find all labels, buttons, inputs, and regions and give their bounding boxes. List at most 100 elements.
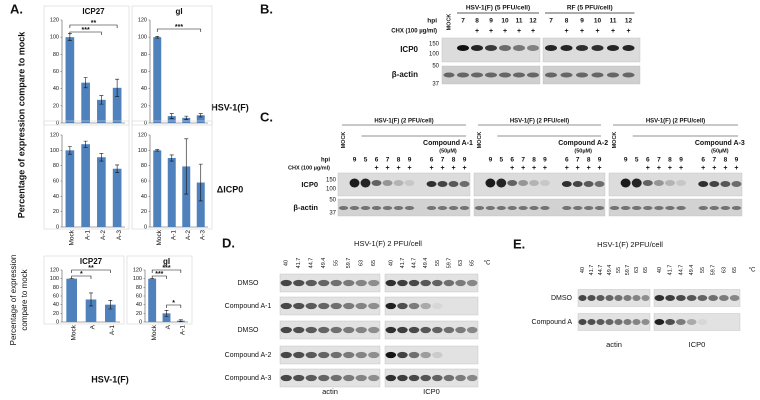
bar bbox=[65, 150, 75, 227]
group-header: HSV-1(F) (2 PFU/cell) bbox=[646, 119, 705, 125]
blot-band bbox=[471, 45, 483, 51]
temperature-label: 40 bbox=[284, 260, 290, 266]
blot-band bbox=[420, 279, 431, 287]
y-tick-label: 0 bbox=[139, 319, 142, 325]
temperature-label: 59.7 bbox=[346, 258, 352, 269]
marker-label: 37 bbox=[329, 211, 336, 217]
blot-band bbox=[443, 374, 455, 382]
blot-band bbox=[698, 206, 708, 210]
lane-label: 12 bbox=[529, 18, 537, 25]
y-tick-label: 0 bbox=[56, 224, 59, 230]
y-tick-label: 100 bbox=[50, 148, 59, 154]
blot-band bbox=[731, 181, 742, 187]
bar bbox=[85, 299, 97, 322]
y-tick-label: 20 bbox=[53, 311, 59, 317]
blot-band bbox=[371, 206, 382, 210]
lane-label: + bbox=[626, 28, 630, 35]
blot-membrane bbox=[473, 172, 606, 197]
lane-label: 8 bbox=[475, 18, 479, 25]
x-tick-label: A-1 bbox=[170, 230, 177, 241]
marker-label: 150 bbox=[429, 42, 440, 48]
lane-label: 11 bbox=[610, 18, 617, 25]
lane-label: + bbox=[712, 165, 716, 172]
blot-band bbox=[408, 302, 420, 310]
temperature-label: 65 bbox=[470, 260, 476, 266]
blot-band bbox=[437, 206, 448, 210]
blot-band bbox=[280, 374, 292, 382]
bar bbox=[153, 150, 162, 227]
compound-label: Compound A-2 bbox=[558, 140, 608, 147]
lane-label: 12 bbox=[625, 18, 633, 25]
blot-band bbox=[513, 72, 525, 78]
blot-membrane bbox=[384, 368, 479, 388]
lane-label: 7 bbox=[521, 157, 525, 164]
error-bar bbox=[67, 146, 72, 155]
group-header: HSV-1(F) (2 PFU/cell) bbox=[510, 119, 569, 125]
blot-band bbox=[426, 206, 437, 210]
bar bbox=[105, 304, 116, 322]
chart-frame bbox=[43, 5, 130, 126]
blot-band bbox=[513, 45, 525, 51]
x-tick-label: A-3 bbox=[199, 230, 206, 241]
significance-bracket bbox=[156, 28, 202, 32]
lane-label: + bbox=[396, 165, 400, 172]
blot-band bbox=[360, 178, 371, 188]
blot-band bbox=[382, 180, 393, 186]
x-tick-label: A-2 bbox=[185, 230, 192, 241]
blot-band bbox=[426, 181, 437, 187]
temperature-label: 55 bbox=[700, 267, 706, 273]
lane-label: 8 bbox=[532, 157, 536, 164]
temperature-label: 63 bbox=[359, 260, 365, 266]
significance-bracket bbox=[71, 275, 92, 279]
lane-label: + bbox=[475, 28, 479, 35]
blot-band bbox=[318, 326, 330, 334]
chart-title: ICP27 bbox=[82, 7, 105, 16]
chart-title: gI bbox=[175, 7, 182, 16]
bar bbox=[81, 82, 90, 123]
error-bar bbox=[83, 77, 88, 89]
blot-band bbox=[642, 180, 653, 186]
blot-band bbox=[609, 206, 620, 210]
temperature-label: 65 bbox=[732, 267, 738, 273]
row-label: DMSO bbox=[238, 327, 260, 334]
lane-label: 9 bbox=[489, 18, 493, 25]
lane-label: + bbox=[668, 165, 672, 172]
blot-band bbox=[305, 351, 317, 359]
temperature-label: 49.4 bbox=[689, 265, 695, 276]
lane-label: + bbox=[597, 165, 601, 172]
blot-band bbox=[318, 374, 330, 382]
y-tick-label: 120 bbox=[50, 17, 59, 23]
temperature-label: 55 bbox=[334, 260, 340, 266]
blot-membrane bbox=[473, 198, 606, 217]
error-bar bbox=[178, 319, 183, 322]
y-tick-label: 20 bbox=[141, 209, 147, 215]
lane-label: + bbox=[580, 28, 584, 35]
bar bbox=[167, 158, 176, 227]
bar bbox=[162, 313, 171, 322]
blot-band bbox=[485, 178, 496, 188]
lane-label: + bbox=[734, 165, 738, 172]
blot-band bbox=[631, 206, 642, 210]
panel-label: A. bbox=[10, 1, 23, 16]
y-tick-label: 0 bbox=[144, 120, 147, 126]
panel-label: B. bbox=[260, 1, 273, 16]
error-bar bbox=[115, 164, 120, 173]
lane-label: 10 bbox=[594, 18, 602, 25]
blot-membrane bbox=[384, 345, 479, 365]
lane-label: 6 bbox=[430, 157, 434, 164]
y-tick-label: 60 bbox=[141, 69, 147, 75]
blot-band bbox=[330, 351, 342, 359]
lane-label: 9 bbox=[543, 157, 547, 164]
lane-label: 7 bbox=[549, 18, 553, 25]
temperature-label: 55 bbox=[616, 267, 622, 273]
blot-band bbox=[360, 206, 371, 210]
blot-band bbox=[330, 326, 342, 334]
blot-band bbox=[485, 206, 496, 210]
temperature-label: 44.7 bbox=[598, 265, 604, 276]
error-bar bbox=[198, 163, 203, 202]
lane-label: 7 bbox=[657, 157, 661, 164]
bar bbox=[66, 278, 77, 322]
y-tick-label: 20 bbox=[141, 103, 147, 109]
lane-label: 9 bbox=[735, 157, 739, 164]
blot-band bbox=[397, 302, 408, 310]
